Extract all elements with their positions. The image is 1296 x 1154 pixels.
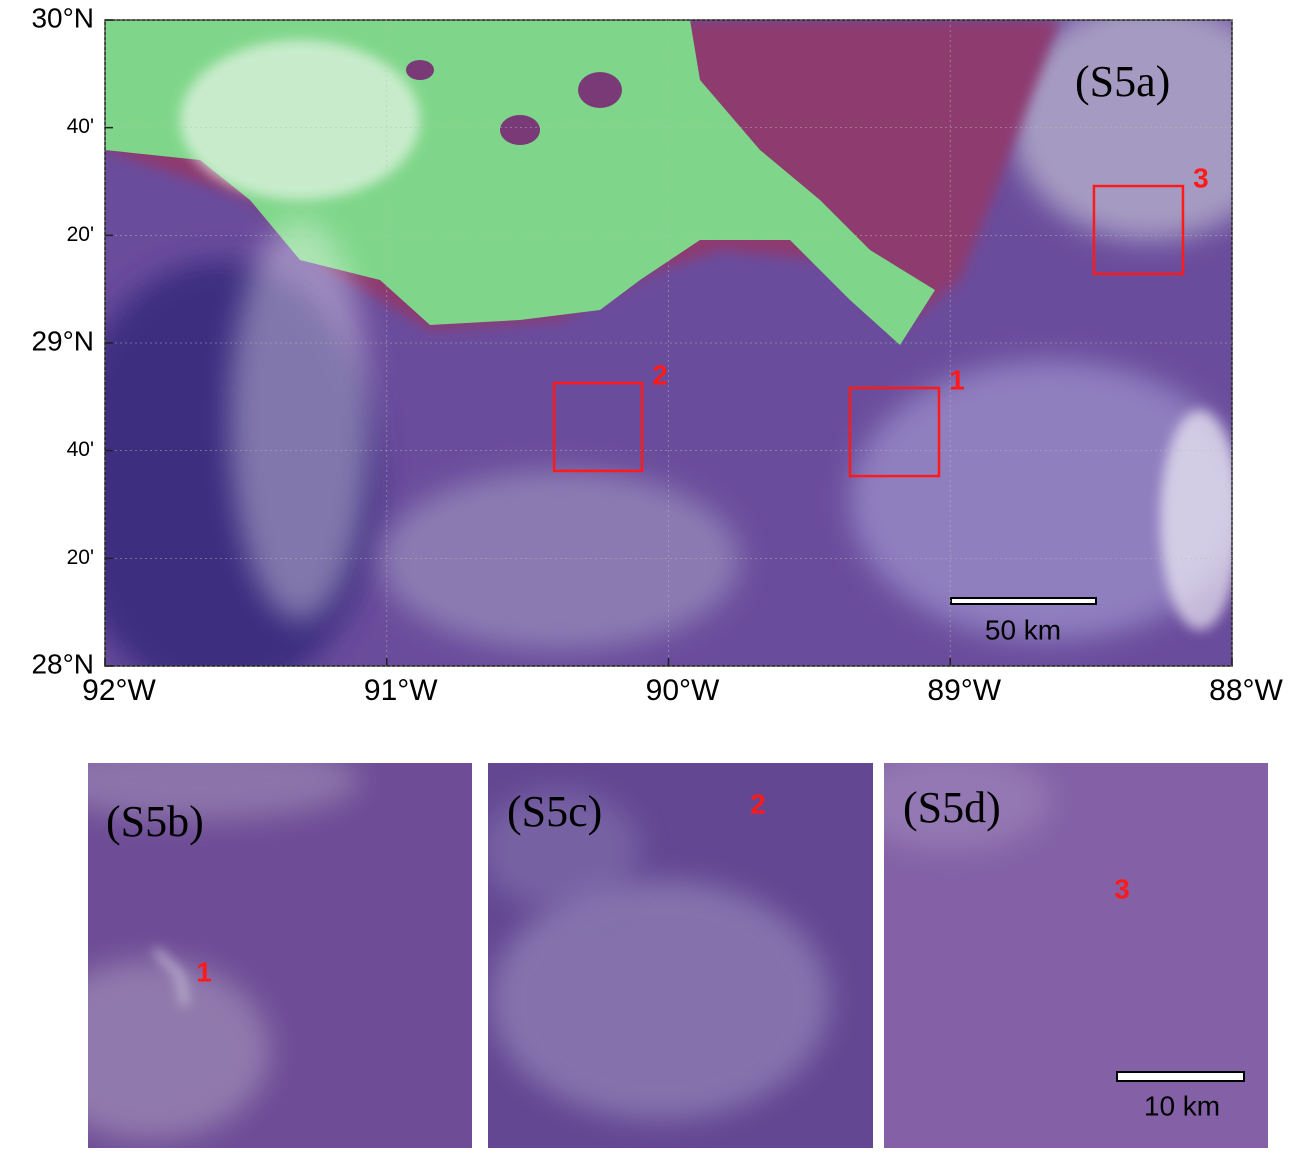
- x-tick-label: 88°W: [1209, 674, 1283, 707]
- scale-bar: [1117, 1072, 1244, 1081]
- y-tick-label: 40': [67, 438, 94, 461]
- x-tick-label: 91°W: [364, 674, 438, 707]
- y-tick-label: 20': [67, 223, 94, 246]
- x-tick-label: 90°W: [646, 674, 720, 707]
- region-label: 1: [949, 364, 965, 395]
- region-label: 3: [1193, 162, 1209, 193]
- panel-label: (S5d): [903, 783, 1001, 832]
- scale-bar-label: 50 km: [985, 614, 1061, 645]
- y-tick-label: 20': [67, 546, 94, 569]
- inset-marker: 2: [750, 788, 766, 819]
- scale-bar-label: 10 km: [1144, 1090, 1220, 1121]
- inset-image: [30, 740, 472, 1148]
- y-tick-label: 29°N: [31, 325, 94, 356]
- scale-bar: [951, 598, 1096, 604]
- figure: (S5a) 50 km (S5b) 1 (S5c) 2 (S5d) 3 10 k…: [0, 0, 1296, 1149]
- panel-label: (S5a): [1075, 57, 1170, 106]
- panel-label: (S5b): [106, 797, 204, 846]
- inset-marker: 1: [196, 956, 212, 987]
- x-tick-label: 89°W: [927, 674, 1001, 707]
- region-label: 2: [652, 359, 668, 390]
- y-tick-label: 30°N: [31, 2, 94, 33]
- inset-marker: 3: [1114, 873, 1130, 904]
- y-tick-label: 40': [67, 115, 94, 138]
- panel-label: (S5c): [507, 787, 602, 836]
- y-tick-label: 28°N: [31, 648, 94, 679]
